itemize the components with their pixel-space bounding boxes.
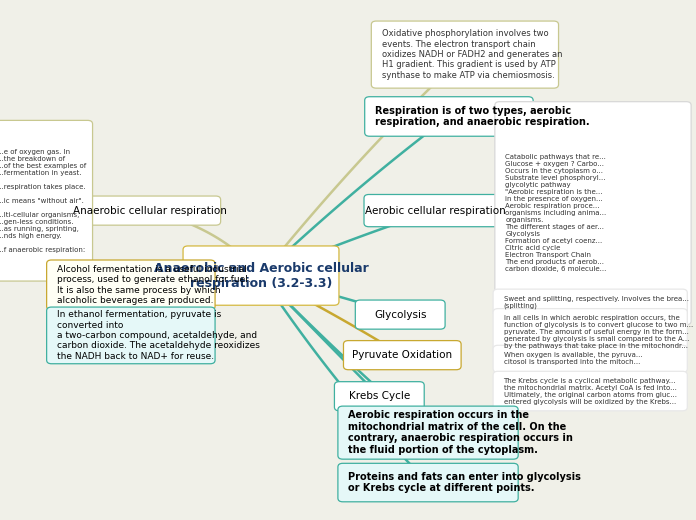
Text: Catabolic pathways that re...
Glucose + oxygen ? Carbo...
Occurs in the cytoplas: Catabolic pathways that re... Glucose + …	[505, 154, 607, 272]
FancyBboxPatch shape	[493, 289, 688, 316]
FancyBboxPatch shape	[495, 102, 691, 324]
Text: ...e of oxygen gas. In
...the breakdown of
...of the best examples of
...ferment: ...e of oxygen gas. In ...the breakdown …	[0, 149, 86, 253]
FancyBboxPatch shape	[343, 341, 461, 370]
Text: In all cells in which aerobic respiration occurs, the
function of glycolysis is : In all cells in which aerobic respiratio…	[504, 315, 693, 349]
FancyBboxPatch shape	[365, 97, 533, 136]
FancyBboxPatch shape	[338, 463, 518, 502]
Text: Pyruvate Oxidation: Pyruvate Oxidation	[352, 350, 452, 360]
Text: Sweet and splitting, respectively. Involves the brea...
(splitting): Sweet and splitting, respectively. Invol…	[504, 296, 688, 309]
Text: In ethanol fermentation, pyruvate is
converted into
a two-carbon compound, aceta: In ethanol fermentation, pyruvate is con…	[57, 310, 260, 361]
Text: Oxidative phosphorylation involves two
events. The electron transport chain
oxid: Oxidative phosphorylation involves two e…	[381, 29, 562, 80]
FancyBboxPatch shape	[493, 308, 688, 355]
FancyBboxPatch shape	[47, 307, 215, 364]
FancyBboxPatch shape	[47, 260, 215, 310]
Text: Alcohol fermentation is a useful industrial
process, used to generate ethanol fo: Alcohol fermentation is a useful industr…	[57, 265, 251, 305]
FancyBboxPatch shape	[183, 246, 339, 305]
Text: Anaerobic and Aerobic cellular
respiration (3.2-3.3): Anaerobic and Aerobic cellular respirati…	[154, 262, 368, 290]
FancyBboxPatch shape	[79, 196, 221, 225]
FancyBboxPatch shape	[372, 21, 558, 88]
Text: The Krebs cycle is a cyclical metabolic pathway...
the mitochondrial matrix. Ace: The Krebs cycle is a cyclical metabolic …	[504, 378, 677, 405]
FancyBboxPatch shape	[493, 371, 688, 411]
FancyBboxPatch shape	[493, 345, 688, 372]
FancyBboxPatch shape	[355, 300, 445, 329]
FancyBboxPatch shape	[364, 194, 506, 227]
Text: When oxygen is available, the pyruva...
citosol is transported into the mitoch..: When oxygen is available, the pyruva... …	[504, 353, 642, 365]
Text: Respiration is of two types, aerobic
respiration, and anaerobic respiration.: Respiration is of two types, aerobic res…	[375, 106, 590, 127]
Text: Proteins and fats can enter into glycolysis
or Krebs cycle at different points.: Proteins and fats can enter into glycoly…	[348, 472, 581, 493]
Text: Aerobic cellular respiration: Aerobic cellular respiration	[365, 205, 505, 216]
Text: Aerobic respiration occurs in the
mitochondrial matrix of the cell. On the
contr: Aerobic respiration occurs in the mitoch…	[348, 410, 574, 455]
FancyBboxPatch shape	[0, 120, 93, 281]
Text: Anaerobic cellular respiration: Anaerobic cellular respiration	[72, 205, 227, 216]
Text: Glycolysis: Glycolysis	[374, 309, 427, 320]
Text: Krebs Cycle: Krebs Cycle	[349, 391, 410, 401]
FancyBboxPatch shape	[338, 406, 518, 459]
FancyBboxPatch shape	[335, 382, 425, 411]
